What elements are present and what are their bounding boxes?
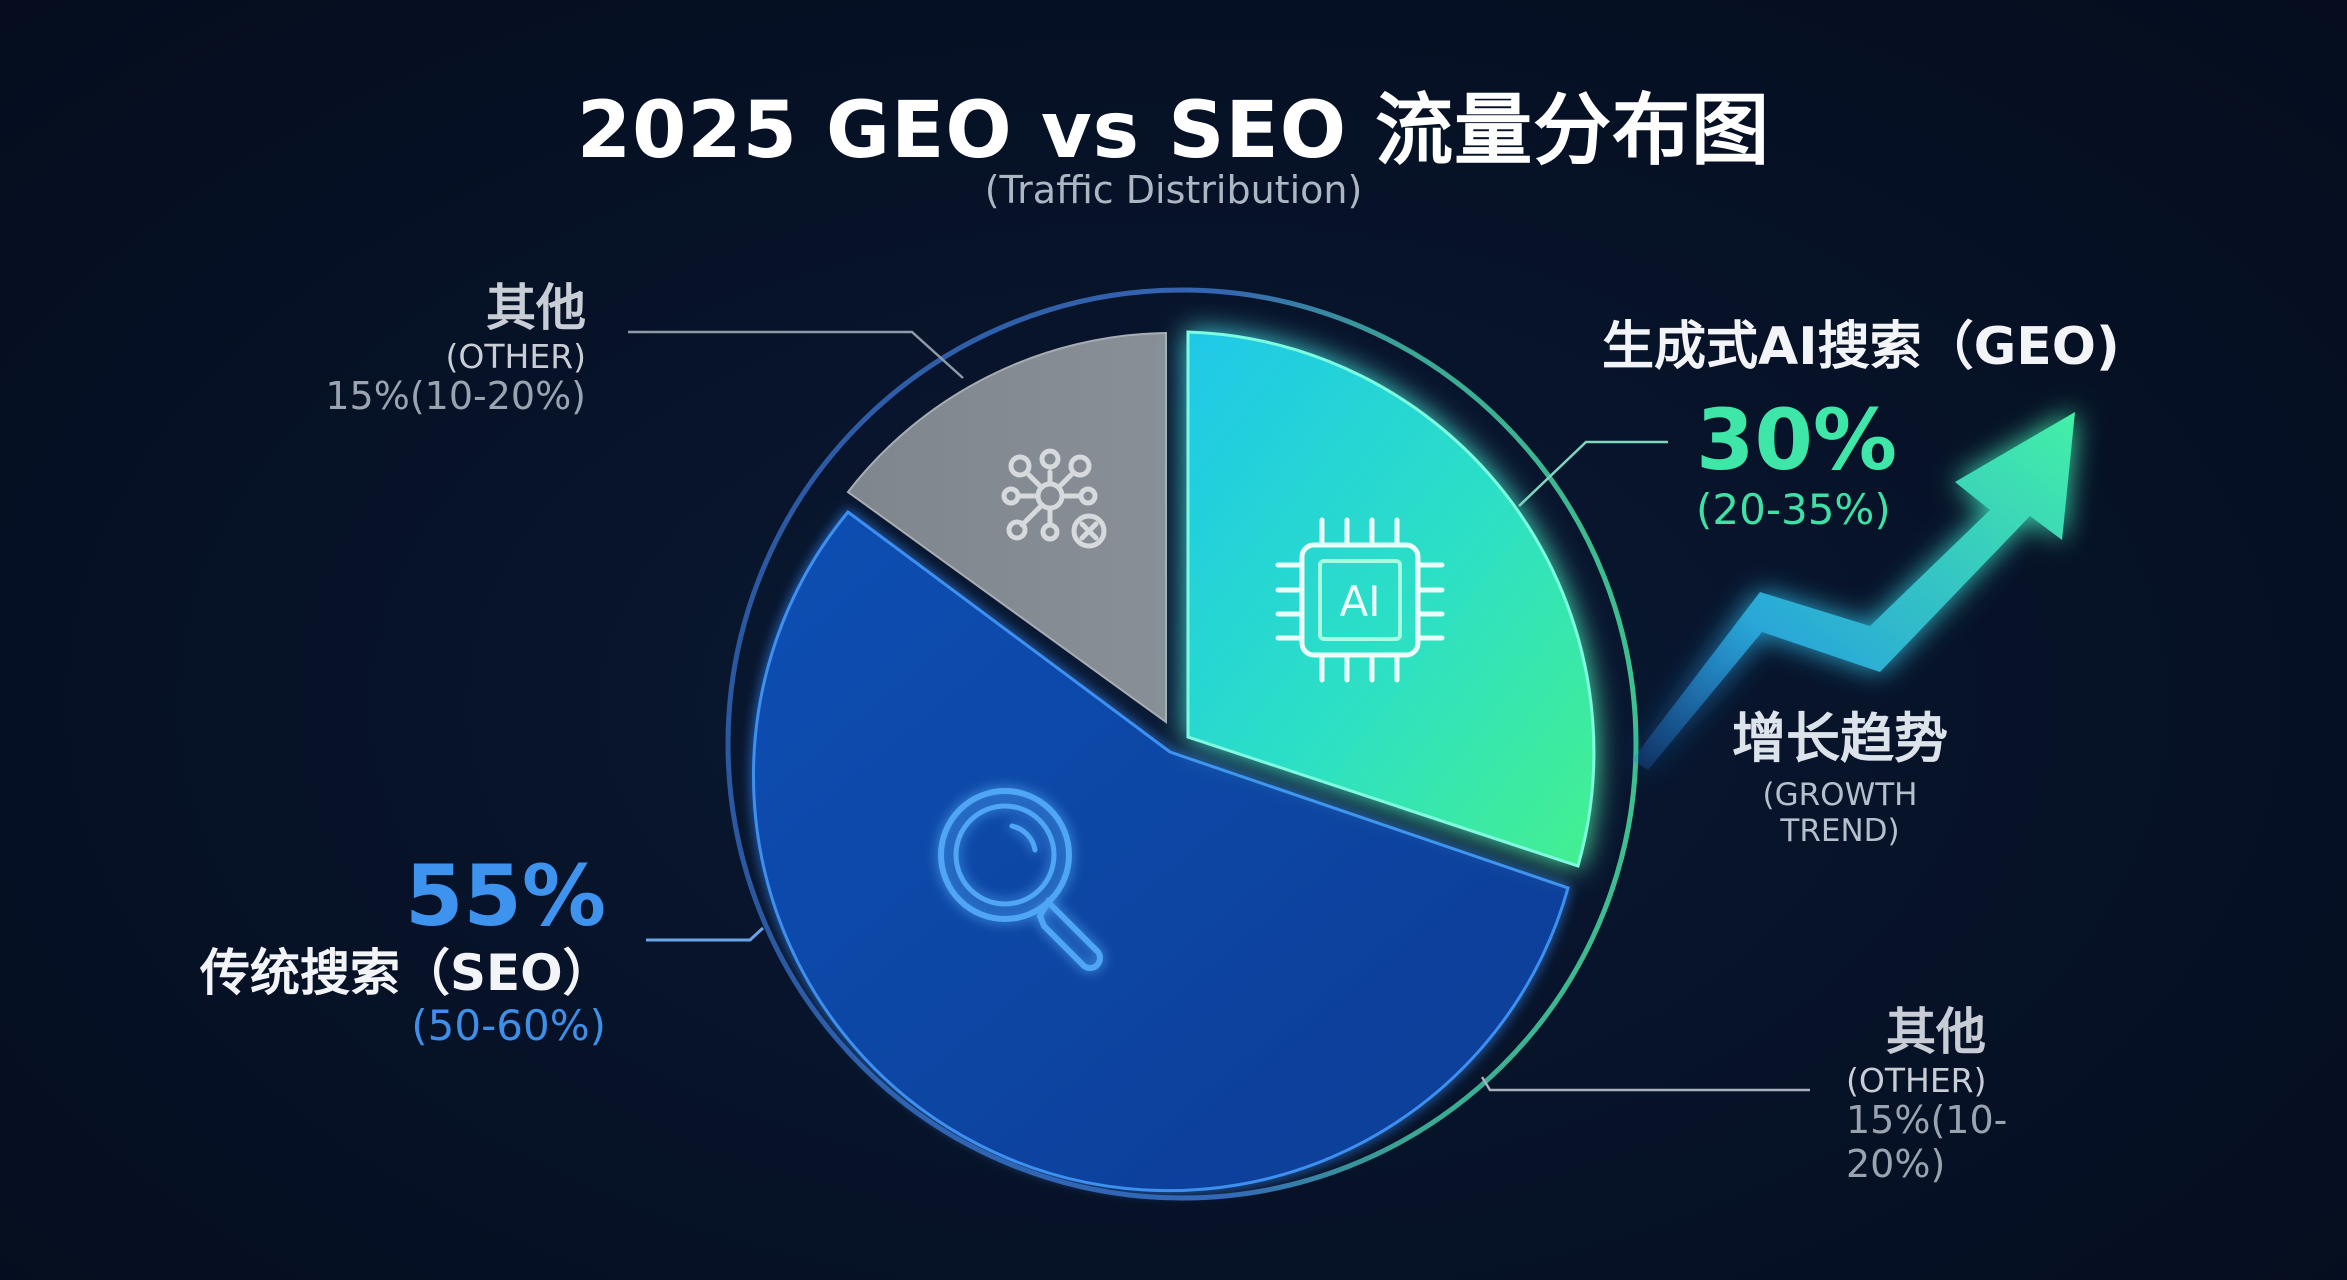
trend-zh: 增长趋势 — [1732, 707, 1948, 770]
other-top-zh: 其他 — [486, 279, 586, 337]
geo-percent: 30% — [1696, 391, 1898, 489]
other-top-value: 15%(10-20%) — [325, 374, 586, 419]
chart-title: 2025 GEO vs SEO 流量分布图 — [576, 86, 1771, 176]
pie-slice-seo[interactable] — [752, 509, 1570, 1193]
other-bottom-value: 15%(10-20%) — [1846, 1098, 2008, 1187]
magnifier-search-icon — [938, 788, 1103, 971]
other-top-en: (OTHER) — [445, 336, 586, 376]
other-bottom-zh: 其他 — [1886, 1003, 1986, 1061]
geo-value: 30% — [1696, 392, 1897, 489]
chart-subtitle: (Traffic Distribution) — [984, 168, 1363, 212]
label-other-top: 其他 (OTHER) 15%(10-20%) — [300, 279, 586, 419]
geo-range: (20-35%) — [1696, 485, 1891, 534]
geo-category-label: 生成式AI搜索（GEO) — [1602, 317, 2120, 377]
ai-chip-text: AI — [1339, 577, 1380, 626]
other-bottom-en: (OTHER) — [1846, 1060, 1987, 1100]
pie-slice-geo[interactable] — [1186, 330, 1596, 868]
trend-en: (GROWTH TREND) — [1762, 777, 1918, 849]
label-other-bottom: 其他 (OTHER) 15%(10-20%) — [1846, 1003, 2106, 1187]
seo-percent: 55% — [404, 847, 606, 945]
leader-line-other-bottom — [1480, 1076, 1810, 1092]
outer-ring — [725, 287, 1639, 1201]
label-seo: 55% 传统搜索（SEO） (50-60%) — [200, 847, 613, 1051]
network-nodes-icon — [1001, 448, 1107, 549]
growth-arrow-icon — [1632, 412, 2075, 770]
seo-category-label: 传统搜索（SEO） — [200, 943, 613, 1002]
leader-line-geo — [1518, 440, 1668, 507]
ai-chip-icon — [1275, 517, 1445, 683]
leader-line-seo — [646, 926, 765, 942]
growth-trend-label: 增长趋势 (GROWTH TREND) — [1700, 707, 1980, 849]
seo-range: (50-60%) — [411, 1001, 606, 1051]
leader-line-other-top — [628, 330, 964, 379]
